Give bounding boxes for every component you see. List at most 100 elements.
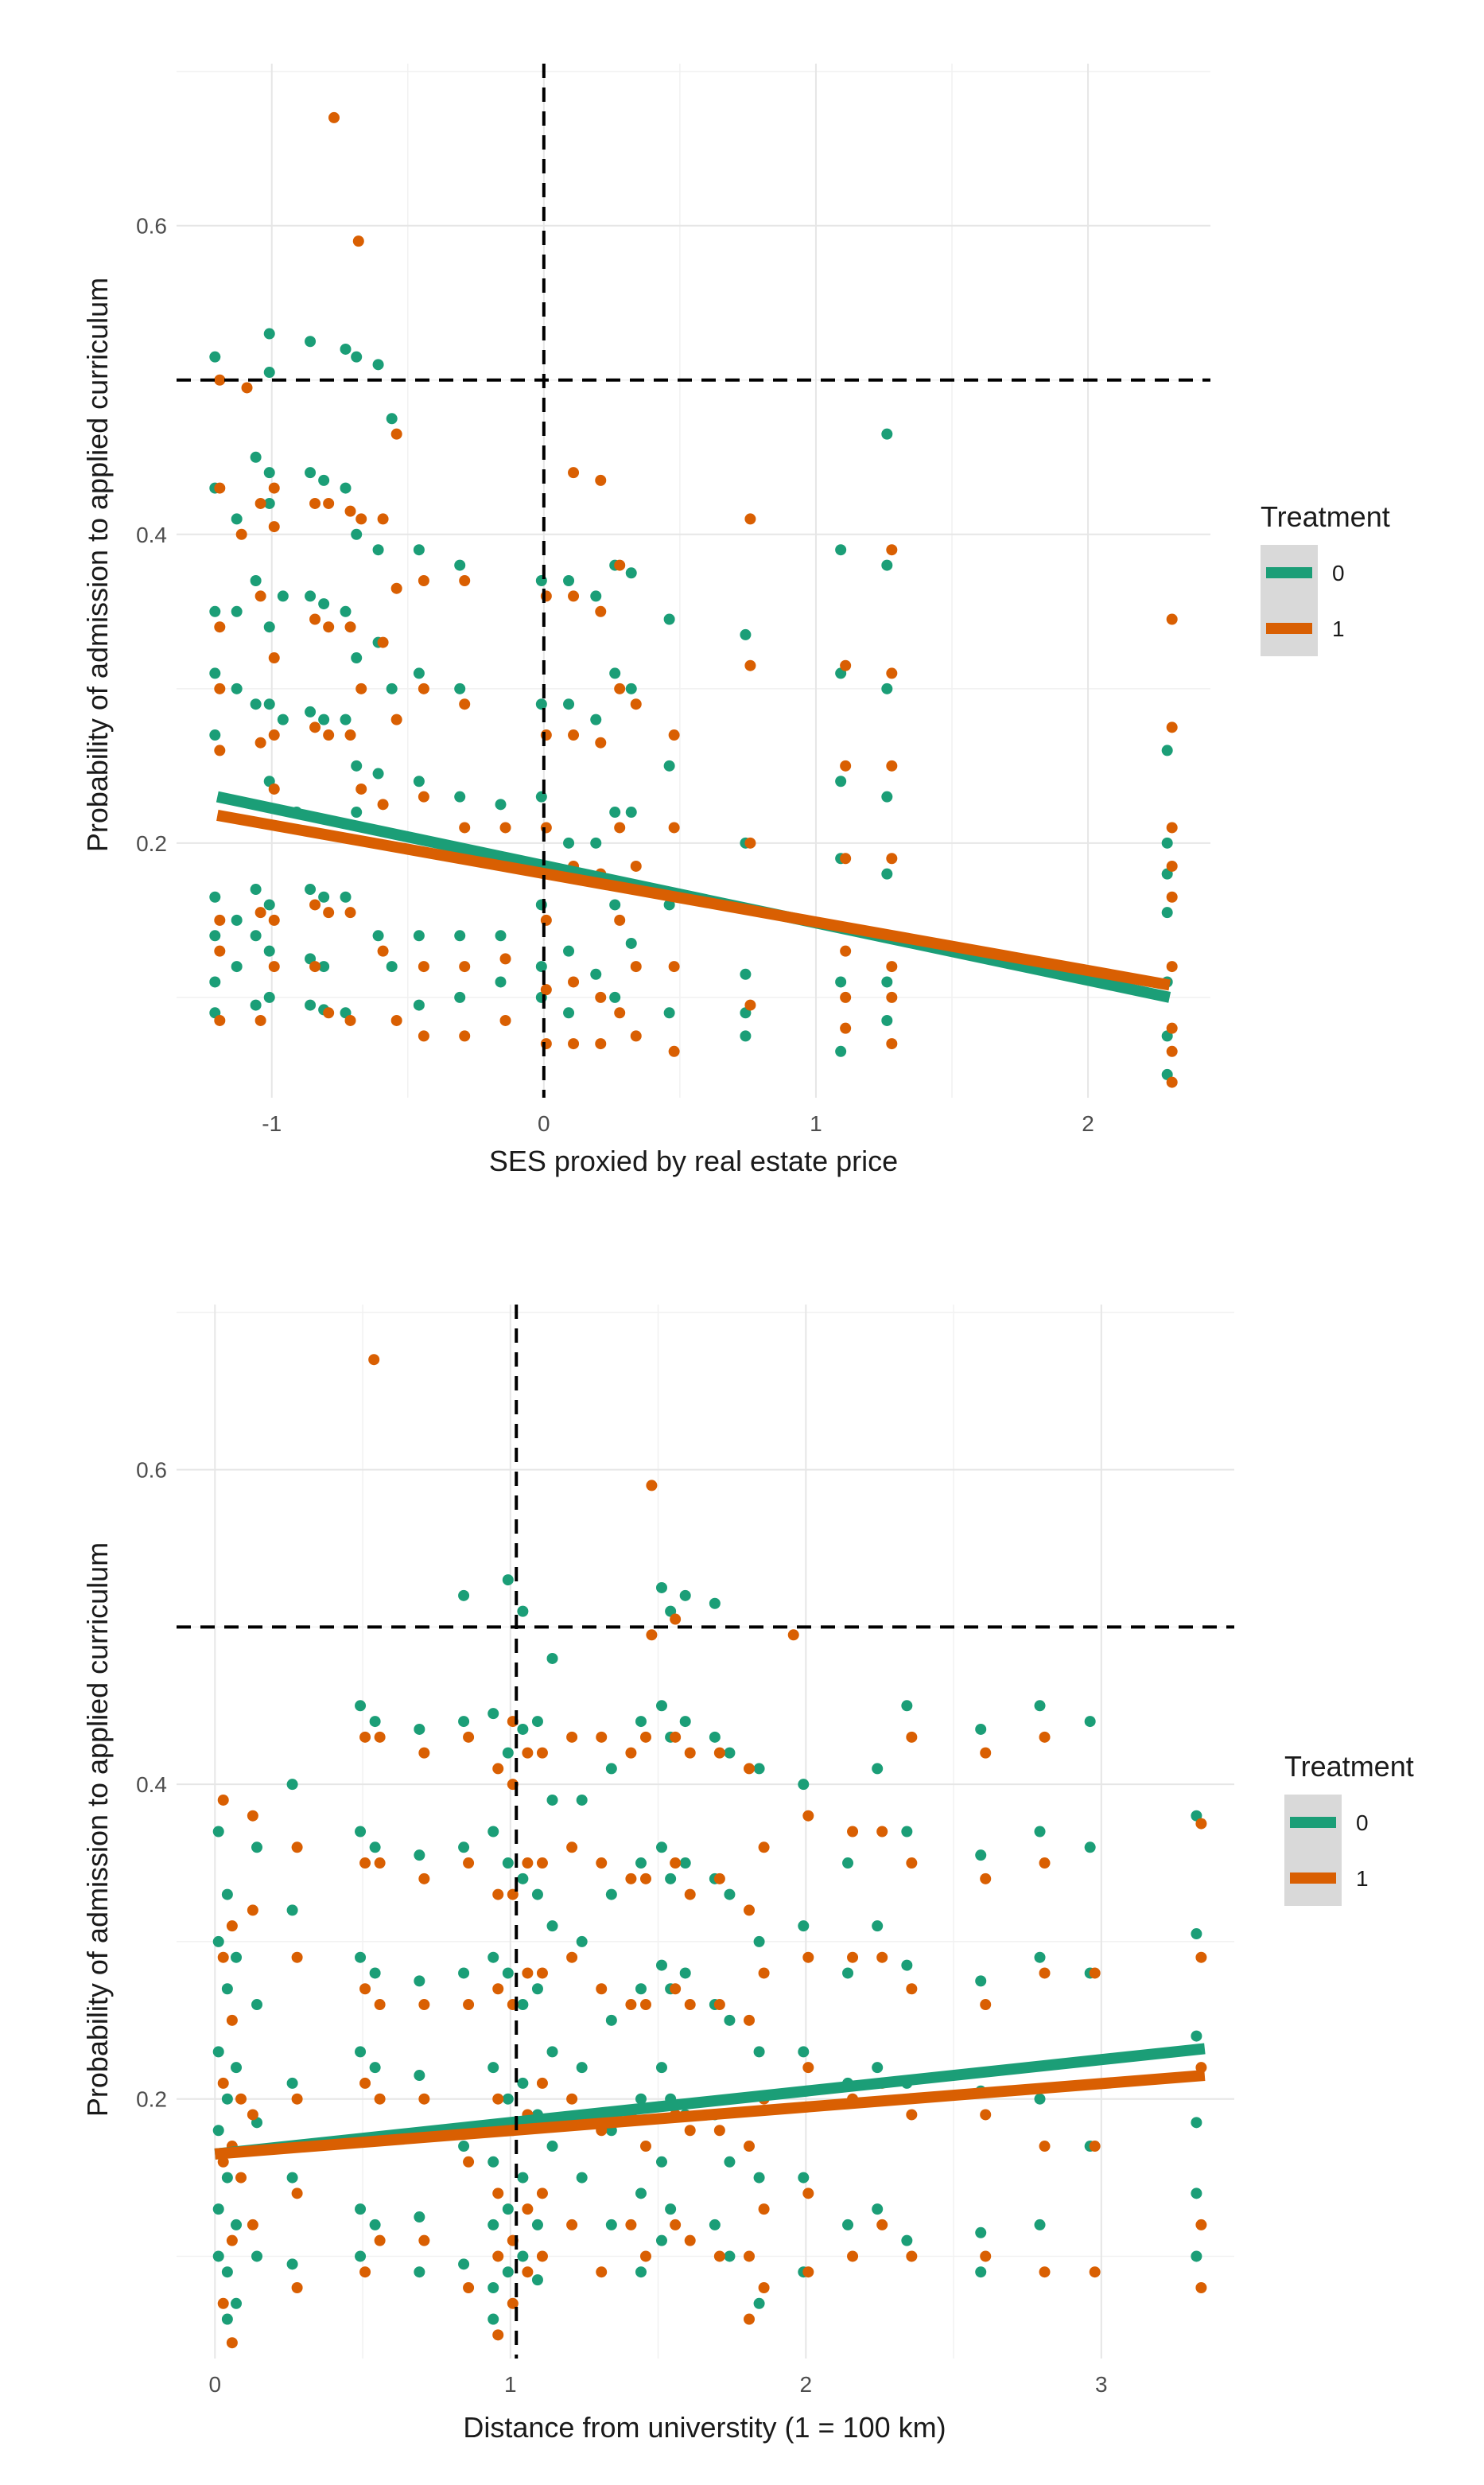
data-point-series-1: [1166, 721, 1178, 733]
data-point-series-1: [390, 1014, 402, 1026]
reference-lines: [177, 64, 1210, 1098]
data-point-series-1: [906, 2250, 918, 2262]
data-point-series-1: [536, 2077, 548, 2089]
data-point-series-1: [214, 1014, 226, 1026]
data-point-series-1: [507, 2297, 519, 2309]
data-point-series-0: [665, 2203, 677, 2215]
data-point-series-1: [744, 2014, 756, 2026]
data-point-series-0: [605, 2014, 617, 2026]
data-point-series-1: [390, 714, 402, 725]
data-point-series-0: [872, 2203, 884, 2215]
data-point-series-1: [684, 1888, 696, 1900]
data-point-series-1: [847, 1826, 859, 1838]
plot-background: [177, 64, 1210, 1098]
data-point-series-0: [221, 2266, 233, 2278]
data-point-series-1: [906, 1857, 918, 1869]
data-point-series-1: [906, 2109, 918, 2121]
data-point-series-0: [1191, 2188, 1202, 2199]
data-point-series-0: [488, 1826, 499, 1838]
data-point-series-1: [291, 2188, 303, 2199]
data-point-series-1: [522, 1857, 534, 1869]
data-point-series-1: [625, 1747, 637, 1759]
data-point-series-0: [495, 930, 507, 942]
data-point-series-1: [217, 1794, 229, 1806]
data-point-series-1: [668, 961, 680, 973]
data-point-series-0: [386, 413, 398, 425]
data-point-series-1: [568, 729, 580, 741]
data-point-series-0: [458, 2258, 470, 2270]
data-point-series-0: [355, 1826, 367, 1838]
data-point-series-1: [499, 822, 511, 834]
data-point-series-1: [309, 613, 321, 625]
data-point-series-1: [744, 659, 756, 671]
data-point-series-1: [758, 1967, 770, 1979]
data-point-series-0: [355, 2203, 367, 2215]
data-point-series-0: [798, 1779, 810, 1791]
data-point-series-0: [231, 1951, 243, 1963]
data-point-series-1: [226, 1920, 238, 1932]
data-point-series-0: [502, 1857, 514, 1869]
data-point-series-1: [359, 2266, 371, 2278]
data-point-series-1: [684, 1999, 696, 2011]
data-point-series-1: [247, 1904, 258, 1916]
data-point-series-1: [980, 1999, 992, 2011]
data-point-series-1: [980, 2109, 992, 2121]
data-point-series-1: [596, 1731, 608, 1743]
data-point-series-1: [226, 2014, 238, 2026]
data-point-series-1: [254, 1014, 266, 1026]
x-axis-title: Distance from universtity (1 = 100 km): [463, 2411, 946, 2444]
legend: Treatment 0 1: [1261, 500, 1390, 656]
data-point-series-0: [305, 336, 317, 348]
data-point-series-1: [566, 2219, 578, 2230]
data-point-series-0: [517, 1872, 529, 1884]
data-point-series-1: [744, 2141, 756, 2152]
data-point-series-1: [359, 1857, 371, 1869]
legend-label-0: 0: [1332, 561, 1345, 585]
data-point-series-0: [635, 2266, 647, 2278]
data-point-series-0: [975, 1723, 987, 1735]
data-point-series-1: [418, 1747, 430, 1759]
major-gridlines: [177, 1305, 1234, 2359]
data-point-series-1: [217, 2297, 229, 2309]
data-point-series-1: [787, 1629, 799, 1641]
data-point-series-1: [596, 1857, 608, 1869]
legend: Treatment 0 1: [1284, 1750, 1414, 1906]
data-point-series-1: [268, 783, 280, 795]
data-point-series-0: [318, 891, 330, 903]
y-axis-title: Probability of admission to applied curr…: [81, 278, 114, 852]
data-point-series-1: [886, 667, 898, 679]
data-point-series-0: [517, 1605, 529, 1617]
data-point-series-1: [1195, 2282, 1207, 2294]
data-point-series-1: [684, 2234, 696, 2246]
data-point-series-1: [323, 729, 335, 741]
x-tick-labels: 0 1 2 3: [209, 2372, 1108, 2397]
data-point-series-1: [847, 1951, 859, 1963]
data-point-series-0: [231, 513, 243, 525]
data-point-series-1: [668, 1045, 680, 1057]
fit-lines: [214, 2043, 1206, 2160]
data-point-series-1: [522, 1747, 534, 1759]
data-point-series-1: [625, 1999, 637, 2011]
data-point-series-0: [340, 343, 352, 355]
data-point-series-0: [576, 1935, 588, 1947]
data-point-series-0: [655, 2062, 667, 2074]
data-point-series-1: [374, 2234, 386, 2246]
data-point-series-1: [758, 1841, 770, 1853]
data-point-series-0: [488, 2282, 499, 2294]
data-point-series-1: [492, 2188, 504, 2199]
data-point-series-1: [492, 1888, 504, 1900]
data-point-series-0: [531, 2274, 543, 2286]
data-point-series-1: [639, 1872, 651, 1884]
data-point-series-0: [709, 1731, 721, 1743]
data-point-series-1: [568, 1038, 580, 1050]
data-point-series-1: [1166, 822, 1178, 834]
data-point-series-1: [226, 2234, 238, 2246]
data-point-series-1: [625, 2219, 637, 2230]
data-point-series-1: [247, 2109, 258, 2121]
data-point-series-1: [886, 961, 898, 973]
data-point-series-1: [241, 382, 253, 394]
data-point-series-1: [377, 945, 389, 957]
data-point-series-1: [374, 1731, 386, 1743]
data-point-series-1: [1195, 1951, 1207, 1963]
data-point-series-1: [418, 1872, 430, 1884]
